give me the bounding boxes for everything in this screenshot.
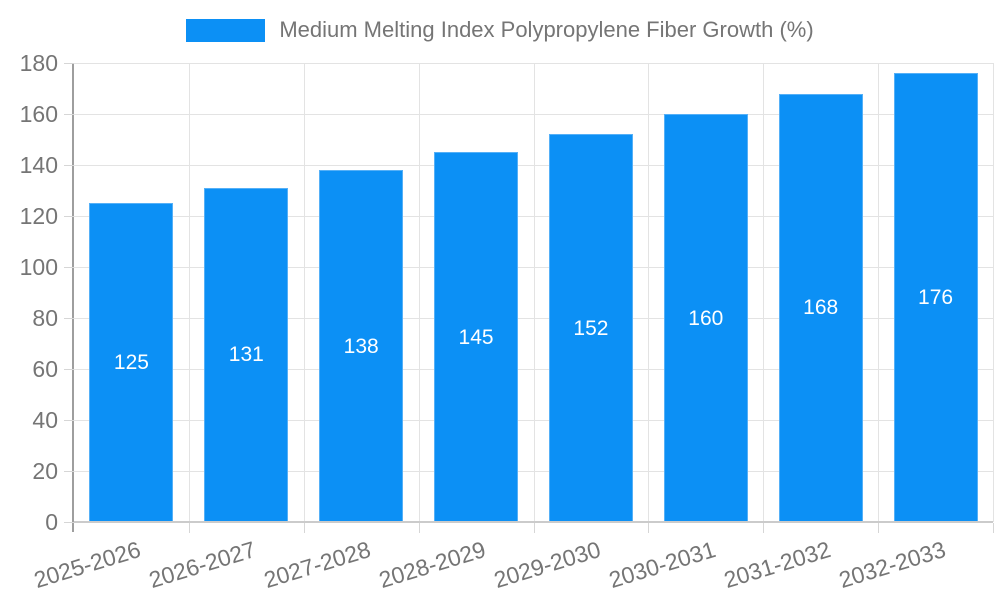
bar-value-label: 131 <box>228 343 264 367</box>
y-axis-tick-mark <box>64 216 74 217</box>
bar-value-label: 176 <box>918 286 954 310</box>
x-axis-tick-mark <box>763 523 765 533</box>
x-axis-tick-mark <box>188 523 190 533</box>
y-axis-tick-mark <box>64 165 74 166</box>
bar-2029-2030[interactable]: 152 <box>548 134 633 522</box>
y-tick-label: 140 <box>19 152 58 178</box>
y-axis-tick-mark <box>64 318 74 319</box>
vertical-gridline <box>533 63 535 522</box>
vertical-gridline <box>648 63 650 522</box>
x-tick-label: 2027-2028 <box>260 536 374 594</box>
bar-value-label: 125 <box>113 351 149 375</box>
y-axis-tick-mark <box>64 369 74 370</box>
vertical-gridline <box>188 63 190 522</box>
plot-area: 125 131 138 145 152 160 168 176 <box>74 63 994 523</box>
vertical-gridline <box>993 63 994 522</box>
y-axis-tick-mark <box>64 471 74 472</box>
x-tick-label: 2028-2029 <box>375 536 489 594</box>
y-axis-tick-mark <box>64 420 74 421</box>
bar-value-label: 138 <box>343 334 379 358</box>
x-tick-label: 2029-2030 <box>490 536 604 594</box>
y-axis-tick-mark <box>64 63 74 64</box>
bar-2031-2032[interactable]: 168 <box>778 93 863 522</box>
x-tick-label: 2032-2033 <box>835 536 949 594</box>
bar-value-label: 152 <box>573 316 609 340</box>
bar-2025-2026[interactable]: 125 <box>89 203 174 522</box>
x-axis-tick-mark <box>303 523 305 533</box>
y-tick-label: 20 <box>32 458 58 484</box>
y-tick-label: 0 <box>45 509 58 535</box>
bar-2030-2031[interactable]: 160 <box>663 114 748 522</box>
bar-value-label: 160 <box>688 306 724 330</box>
y-axis-tick-mark <box>64 522 74 523</box>
y-axis-line <box>72 63 74 532</box>
bar-value-label: 168 <box>803 296 839 320</box>
y-tick-label: 180 <box>19 50 58 76</box>
y-axis-tick-mark <box>64 267 74 268</box>
y-axis-tick-mark <box>64 114 74 115</box>
x-axis-tick-mark <box>878 523 880 533</box>
x-axis-tick-mark <box>418 523 420 533</box>
y-tick-label: 80 <box>32 305 58 331</box>
x-tick-label: 2025-2026 <box>31 536 145 594</box>
vertical-gridline <box>763 63 765 522</box>
legend-swatch <box>186 18 266 42</box>
vertical-gridline <box>303 63 305 522</box>
x-tick-label: 2030-2031 <box>605 536 719 594</box>
bar-2026-2027[interactable]: 131 <box>204 187 289 522</box>
y-tick-label: 40 <box>32 407 58 433</box>
x-axis-tick-mark <box>533 523 535 533</box>
bar-value-label: 145 <box>458 325 494 349</box>
x-axis-tick-mark <box>993 523 994 533</box>
x-tick-label: 2031-2032 <box>720 536 834 594</box>
bar-2028-2029[interactable]: 145 <box>434 152 519 522</box>
y-tick-label: 120 <box>19 203 58 229</box>
y-tick-label: 60 <box>32 356 58 382</box>
x-tick-label: 2026-2027 <box>146 536 259 594</box>
legend[interactable]: Medium Melting Index Polypropylene Fiber… <box>0 17 1000 43</box>
bar-2032-2033[interactable]: 176 <box>893 73 978 522</box>
bar-2027-2028[interactable]: 138 <box>319 170 404 522</box>
x-axis-line <box>74 521 993 523</box>
vertical-gridline <box>878 63 880 522</box>
y-tick-label: 160 <box>19 101 58 127</box>
x-axis-tick-mark <box>648 523 650 533</box>
vertical-gridline <box>418 63 420 522</box>
y-tick-label: 100 <box>19 254 58 280</box>
legend-label: Medium Melting Index Polypropylene Fiber… <box>279 17 814 42</box>
